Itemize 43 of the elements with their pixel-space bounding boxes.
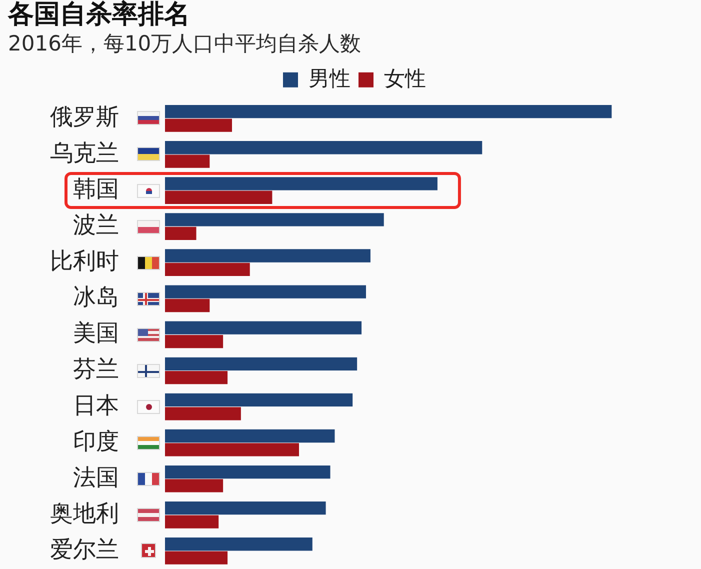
y-tick-label: 爱尔兰 bbox=[50, 536, 119, 563]
chart-title: 各国自杀率排名 bbox=[7, 0, 190, 30]
y-tick-label: 波兰 bbox=[73, 212, 119, 239]
bar bbox=[165, 502, 326, 515]
bar bbox=[165, 334, 224, 348]
y-tick-label: 法国 bbox=[73, 464, 119, 491]
y-tick-label: 乌克兰 bbox=[50, 140, 119, 166]
bar bbox=[165, 298, 210, 312]
bar bbox=[165, 285, 366, 298]
y-tick-label: 冰岛 bbox=[73, 284, 119, 311]
bar bbox=[165, 118, 232, 132]
y-tick-label: 比利时 bbox=[50, 248, 119, 275]
bar bbox=[165, 226, 196, 240]
chart-subtitle: 2016年，每10万人口中平均自杀人数 bbox=[8, 31, 362, 56]
y-tick-label: 俄罗斯 bbox=[50, 104, 119, 130]
bar bbox=[165, 177, 438, 190]
y-tick-label: 日本 bbox=[73, 392, 119, 419]
y-tick-label: 美国 bbox=[73, 320, 119, 347]
bar bbox=[165, 321, 362, 334]
bar bbox=[165, 105, 612, 118]
bar bbox=[165, 465, 330, 479]
legend-label: 女性 bbox=[384, 66, 426, 90]
bar bbox=[165, 154, 210, 168]
y-tick-label: 印度 bbox=[73, 428, 119, 455]
bar bbox=[165, 190, 272, 204]
bar bbox=[165, 213, 384, 226]
y-tick-label: 芬兰 bbox=[73, 356, 119, 383]
bar bbox=[165, 538, 312, 551]
bar bbox=[165, 429, 335, 443]
bar bbox=[165, 371, 228, 384]
bar bbox=[165, 443, 299, 456]
bar bbox=[165, 479, 224, 492]
bar bbox=[165, 393, 353, 407]
y-tick-label: 奥地利 bbox=[50, 500, 119, 527]
bar bbox=[165, 262, 250, 276]
bar bbox=[165, 249, 370, 262]
bar bbox=[165, 515, 219, 528]
y-tick-label: 韩国 bbox=[73, 176, 119, 202]
legend-label: 男性 bbox=[308, 66, 350, 90]
bar bbox=[165, 551, 228, 564]
bar bbox=[165, 407, 241, 420]
bar bbox=[165, 357, 358, 370]
bar bbox=[165, 141, 482, 154]
